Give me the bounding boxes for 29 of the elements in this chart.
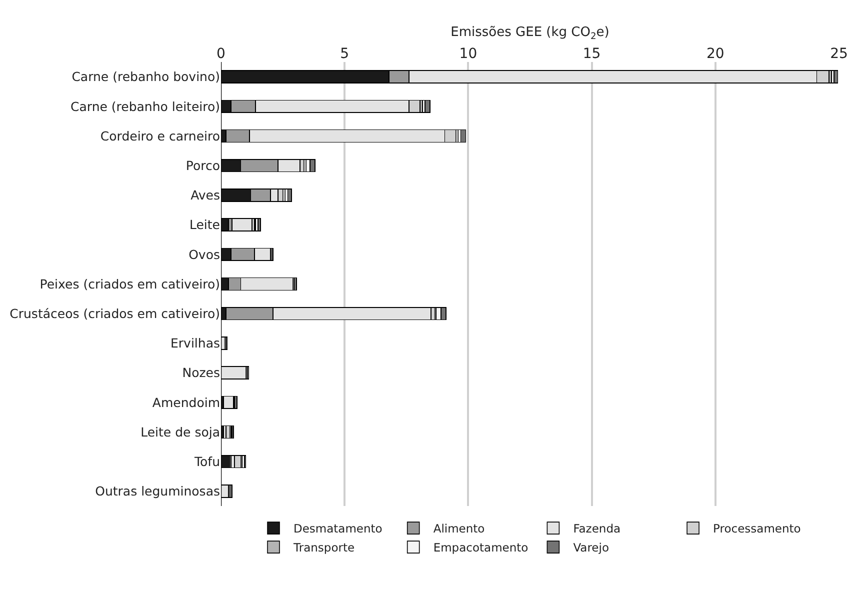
y-tick-label: Tofu xyxy=(194,454,220,469)
y-tick-label: Leite de soja xyxy=(140,424,220,440)
y-tick-label: Outras leguminosas xyxy=(95,484,220,499)
y-tick-label: Nozes xyxy=(182,365,220,380)
legend-label: Alimento xyxy=(433,522,485,536)
y-tick-label: Porco xyxy=(186,158,220,173)
legend-label: Empacotamento xyxy=(433,540,528,555)
y-tick-label: Ovos xyxy=(188,246,220,262)
x-tick-label: 5 xyxy=(340,46,350,62)
legend-label: Desmatamento xyxy=(294,522,382,536)
y-tick-label: Ervilhas xyxy=(170,336,220,351)
legend-label: Varejo xyxy=(573,540,609,555)
x-tick-label: 25 xyxy=(830,46,848,62)
x-tick-label: 20 xyxy=(706,46,724,62)
x-tick-label: 15 xyxy=(582,46,601,62)
x-axis-title: Emissões GEE (kg CO$_{2}$e) xyxy=(450,25,610,42)
y-tick-label: Aves xyxy=(190,188,220,203)
x-tick-label: 0 xyxy=(216,46,226,62)
legend-label: Fazenda xyxy=(573,522,621,536)
y-tick-label: Crustáceos (criados em cativeiro) xyxy=(10,306,220,321)
legend-label: Processamento xyxy=(713,522,801,536)
legend-label: Transporte xyxy=(292,540,355,555)
y-tick-label: Peixes (criados em cativeiro) xyxy=(40,276,220,292)
y-tick-label: Amendoim xyxy=(152,394,220,410)
y-tick-label: Cordeiro e carneiro xyxy=(100,128,220,144)
y-tick-label: Carne (rebanho leiteiro) xyxy=(70,98,220,114)
y-tick-label: Leite xyxy=(190,217,220,232)
y-tick-label: Carne (rebanho bovino) xyxy=(72,69,220,84)
x-tick-label: 10 xyxy=(459,46,478,62)
